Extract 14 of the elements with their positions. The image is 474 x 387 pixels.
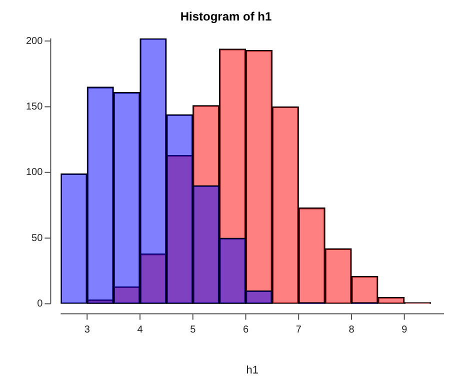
x-tick-label: 3 [84,324,90,336]
y-tick-label: 100 [26,167,44,178]
y-tick-label: 0 [37,298,44,310]
x-tick-label: 5 [190,324,196,336]
x-axis-title: h1 [246,364,258,376]
y-tick-label: 150 [26,101,44,112]
x-tick-label: 4 [137,324,144,336]
x-tick-label: 7 [296,324,302,336]
chart-title: Histogram of h1 [180,10,272,24]
x-tick-label: 9 [402,324,408,336]
y-tick-label: 50 [32,232,44,244]
x-tick-label: 6 [242,324,249,336]
x-tick-label: 8 [348,324,355,336]
y-tick-label: 200 [26,36,44,47]
